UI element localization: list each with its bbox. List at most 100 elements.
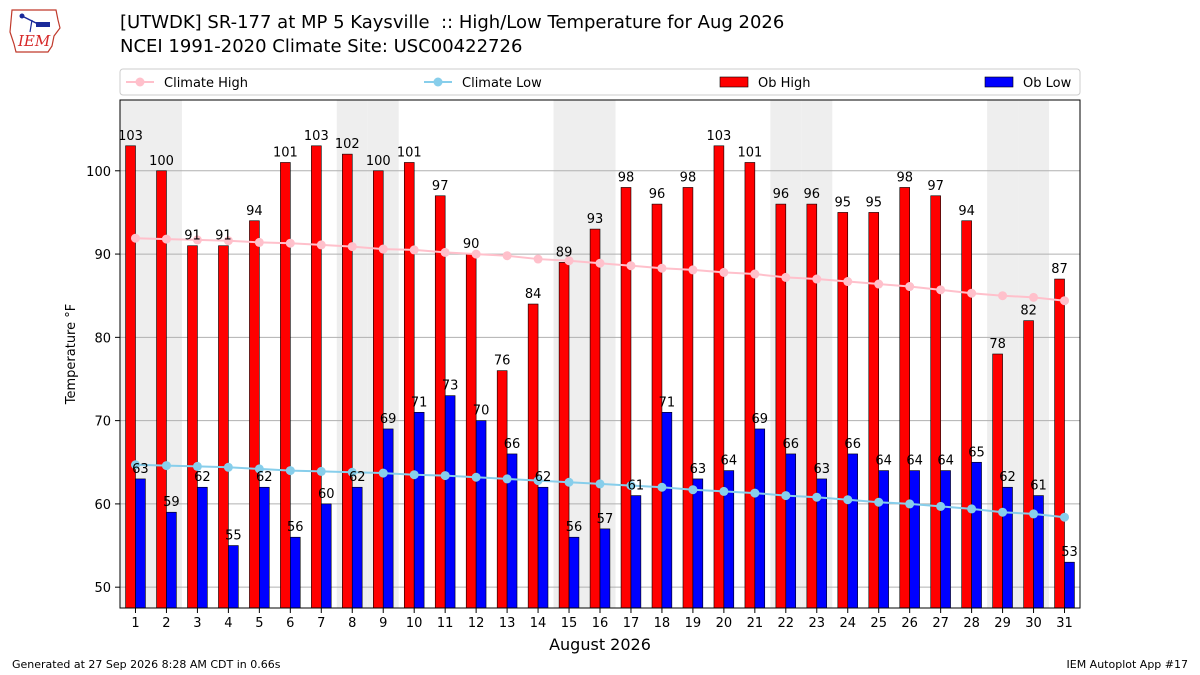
x-tick-label: 21 [747,616,764,631]
app-label: IEM Autoplot App #17 [1066,658,1189,671]
ob-high-bar [342,153,353,609]
x-tick-label: 25 [870,616,887,631]
ob-low-label: 66 [782,437,799,452]
ob-low-bar [630,495,642,609]
x-tick-label: 22 [778,616,795,631]
climate-high-point [1029,292,1039,302]
x-tick-label: 3 [193,616,201,631]
climate-low-point [967,504,977,514]
climate-low-point [564,477,574,487]
climate-high-point [905,282,915,292]
ob-high-bar [775,203,787,609]
x-tick-label: 15 [561,616,578,631]
ob-low-bar [785,453,797,609]
ob-low-bar [135,478,146,609]
ob-high-bar [961,220,972,609]
x-tick-label: 5 [255,616,263,631]
legend-label: Climate High [164,76,248,91]
climate-high-point [378,244,388,254]
climate-low-point [192,461,202,471]
climate-low-point [657,482,667,492]
x-tick-label: 6 [286,616,294,631]
ob-low-label: 57 [597,512,614,527]
ob-high-label: 84 [525,287,542,302]
x-tick-label: 8 [348,616,356,631]
legend-swatch-marker [433,77,443,87]
ob-high-label: 98 [680,170,697,185]
climate-low-point [316,466,326,476]
climate-high-point [285,238,295,248]
x-tick-label: 10 [406,616,423,631]
x-tick-label: 12 [468,616,485,631]
ob-high-label: 103 [304,129,329,144]
y-tick-label: 50 [94,581,111,596]
climate-low-point [905,499,915,509]
ob-low-label: 64 [906,454,923,469]
ob-low-bar [940,470,951,609]
climate-low-point [533,476,543,486]
ob-low-label: 63 [690,462,707,477]
ob-high-label: 91 [184,229,201,244]
ob-high-label: 78 [989,337,1006,352]
x-tick-label: 16 [592,616,609,631]
climate-low-point [719,486,729,496]
ob-low-bar [259,486,270,609]
ob-low-label: 64 [937,454,954,469]
ob-low-bar [568,536,580,609]
ob-high-label: 103 [118,129,143,144]
ob-high-bar [125,145,136,609]
climate-low-point [285,466,295,476]
ob-high-bar [249,220,260,609]
climate-low-point [130,460,140,470]
y-tick-label: 100 [86,165,111,180]
climate-low-point [1029,509,1039,519]
ob-low-bar [1064,561,1075,609]
ob-low-label: 63 [132,462,149,477]
svg-text:IEM: IEM [17,32,51,50]
ob-high-bar [620,187,632,609]
climate-high-point [409,245,419,255]
legend-label: Climate Low [462,76,542,91]
ob-low-bar [382,428,394,609]
ob-low-label: 64 [721,454,738,469]
ob-low-label: 61 [1030,479,1047,494]
climate-low-point [688,485,698,495]
iem-logo: IEM [8,6,62,56]
x-tick-label: 28 [963,616,980,631]
ob-high-bar [403,162,415,609]
ob-high-label: 76 [494,354,511,369]
ob-high-label: 101 [397,145,422,160]
climate-high-point [161,234,171,244]
ob-low-label: 53 [1061,545,1078,560]
ob-low-label: 69 [752,412,769,427]
x-tick-label: 27 [932,616,949,631]
ob-low-label: 63 [813,462,830,477]
ob-low-bar [754,428,766,609]
x-tick-label: 13 [499,616,516,631]
ob-high-label: 95 [835,195,852,210]
ob-high-bar [434,195,446,609]
climate-low-point [874,497,884,507]
ob-low-bar [228,545,239,609]
x-tick-label: 2 [162,616,170,631]
climate-high-point [719,267,729,277]
ob-low-label: 65 [968,445,985,460]
ob-low-label: 73 [442,379,459,394]
ob-low-bar [661,411,673,609]
ob-low-label: 62 [256,470,273,485]
ob-high-label: 96 [804,187,821,202]
climate-high-point [192,235,202,245]
ob-high-label: 98 [618,170,635,185]
climate-high-point [502,251,512,261]
climate-high-point [254,237,264,247]
ob-high-bar [280,162,291,609]
ob-low-label: 66 [844,437,861,452]
chart-subtitle: NCEI 1991-2020 Climate Site: USC00422726 [120,36,523,57]
climate-low-point [502,474,512,484]
ob-low-label: 59 [163,495,180,510]
ob-high-bar [496,370,508,609]
ob-high-label: 101 [273,145,298,160]
climate-low-point [843,495,853,505]
ob-high-label: 96 [649,187,666,202]
climate-high-point [347,242,357,252]
